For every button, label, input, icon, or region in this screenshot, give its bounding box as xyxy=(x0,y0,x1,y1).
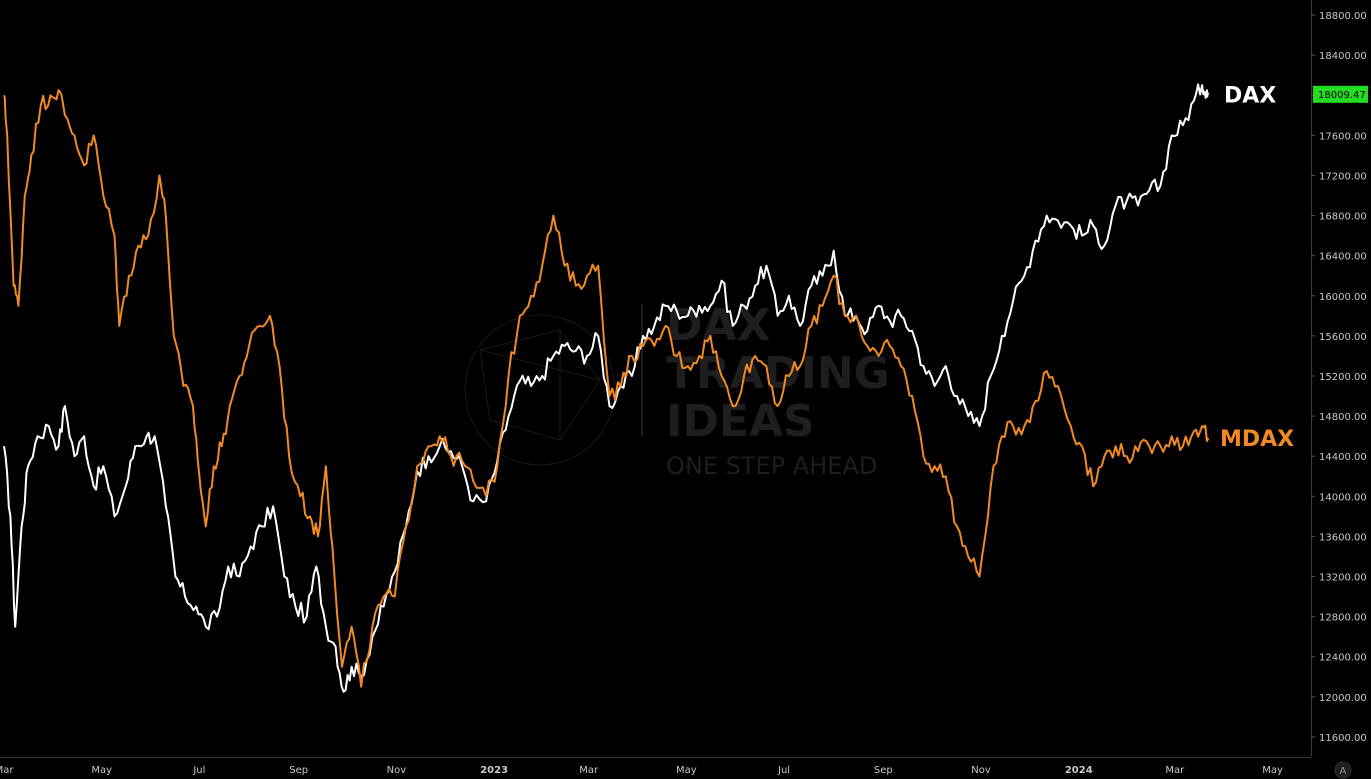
y-tick-label: 16400.00 xyxy=(1319,252,1367,263)
watermark-tagline: ONE STEP AHEAD xyxy=(666,452,877,480)
x-tick-label: May xyxy=(91,765,112,776)
y-tick-label: 16800.00 xyxy=(1319,212,1367,223)
x-tick-label: Jul xyxy=(777,765,790,776)
y-tick-label: 17600.00 xyxy=(1319,131,1367,142)
series-label-dax: DAX xyxy=(1224,83,1276,108)
x-tick-label: Sep xyxy=(289,765,308,776)
y-tick-label: 12400.00 xyxy=(1319,653,1367,664)
series-line-mdax xyxy=(3,89,1210,688)
x-tick-label: Nov xyxy=(387,765,407,776)
y-tick-label: 11600.00 xyxy=(1319,733,1367,744)
x-axis-ticks: Mar May Jul Sep Nov 2023 Mar May Jul Sep Nov 2024 Ma… xyxy=(0,765,1283,776)
y-tick-label: 12800.00 xyxy=(1319,613,1367,624)
y-tick-label: 17200.00 xyxy=(1319,171,1367,182)
y-tick-label: 18800.00 xyxy=(1319,11,1367,22)
x-tick-label: Nov xyxy=(971,765,991,776)
watermark: DAX TRADING IDEAS ONE STEP AHEAD xyxy=(464,300,890,480)
last-price-tag: 18009.47 xyxy=(1313,85,1368,103)
price-tag-background xyxy=(1313,85,1368,103)
x-tick-label: 2024 xyxy=(1065,765,1093,776)
auto-scale-label: A xyxy=(1340,766,1347,777)
auto-scale-button[interactable]: A xyxy=(1334,761,1352,779)
y-tick-label: 12000.00 xyxy=(1319,693,1367,704)
x-tick-label: Jul xyxy=(192,765,205,776)
y-tick-label: 16000.00 xyxy=(1319,292,1367,303)
series-layer xyxy=(3,83,1210,693)
watermark-logo-icon xyxy=(464,314,616,466)
x-tick-label: Mar xyxy=(0,765,14,776)
watermark-divider xyxy=(641,304,643,436)
price-tag-value: 18009.47 xyxy=(1318,90,1366,101)
x-tick-label: Sep xyxy=(874,765,893,776)
y-tick-label: 15600.00 xyxy=(1319,332,1367,343)
x-tick-label: May xyxy=(676,765,697,776)
y-tick-label: 13200.00 xyxy=(1319,573,1367,584)
x-tick-label: May xyxy=(1262,765,1283,776)
y-tick-label: 15200.00 xyxy=(1319,372,1367,383)
watermark-line-1: DAX xyxy=(666,300,771,351)
y-tick-label: 13600.00 xyxy=(1319,532,1367,543)
watermark-line-3: IDEAS xyxy=(666,396,815,447)
series-label-mdax: MDAX xyxy=(1220,427,1294,452)
x-tick-label: Mar xyxy=(1165,765,1185,776)
y-tick-label: 14000.00 xyxy=(1319,492,1367,503)
y-tick-label: 14800.00 xyxy=(1319,412,1367,423)
watermark-line-2: TRADING xyxy=(666,348,890,399)
y-tick-label: 18400.00 xyxy=(1319,51,1367,62)
y-tick-label: 14400.00 xyxy=(1319,452,1367,463)
y-axis-ticks: 18800.0018400.0018000.0017600.0017200.00… xyxy=(1311,11,1367,744)
series-line-dax xyxy=(3,83,1210,693)
x-tick-label: 2023 xyxy=(480,765,508,776)
x-tick-label: Mar xyxy=(579,765,599,776)
